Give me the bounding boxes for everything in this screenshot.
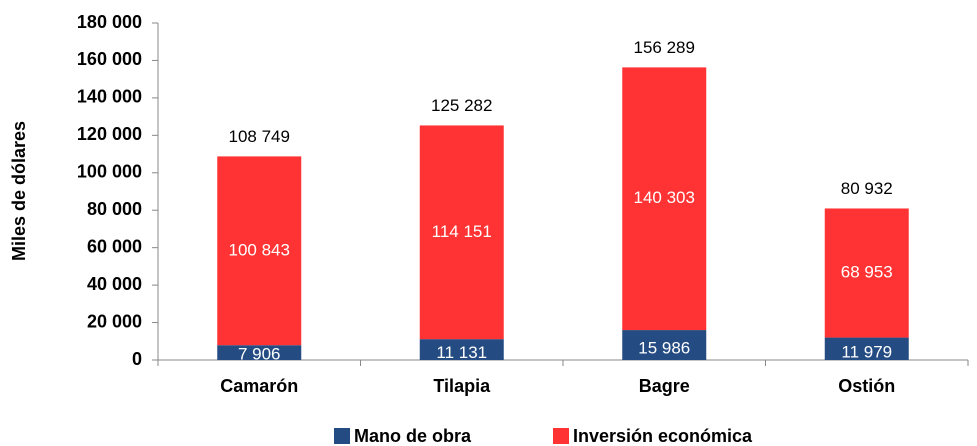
y-tick-label: 120 000 (77, 124, 142, 144)
value-label: 140 303 (634, 188, 695, 207)
bar-segment (824, 208, 909, 338)
x-tick-label: Tilapia (433, 376, 491, 396)
legend-swatch (553, 428, 569, 444)
value-label: 68 953 (841, 263, 893, 282)
y-tick-label: 40 000 (87, 274, 142, 294)
bar-segment (419, 339, 504, 360)
value-label: 7 906 (238, 344, 281, 363)
y-tick-label: 160 000 (77, 49, 142, 69)
bar-segment (824, 337, 909, 360)
bar-segment (622, 330, 707, 360)
y-axis-title: Miles de dólares (9, 121, 29, 261)
value-label: 114 151 (432, 222, 492, 241)
legend-label: Inversión económica (573, 426, 753, 446)
x-tick-label: Bagre (639, 376, 690, 396)
y-tick-label: 180 000 (77, 12, 142, 32)
legend-label: Mano de obra (354, 426, 472, 446)
value-label: 11 131 (436, 343, 487, 362)
y-tick-label: 20 000 (87, 311, 142, 331)
value-label: 11 979 (841, 342, 892, 361)
y-tick-label: 100 000 (77, 162, 142, 182)
y-tick-label: 60 000 (87, 236, 142, 256)
total-label: 108 749 (229, 127, 290, 146)
value-label: 100 843 (229, 240, 290, 259)
total-label: 125 282 (431, 96, 492, 115)
total-label: 156 289 (634, 38, 695, 57)
y-tick-label: 140 000 (77, 87, 142, 107)
bar-segment (419, 125, 504, 340)
bar-segment (622, 67, 707, 331)
y-tick-label: 80 000 (87, 199, 142, 219)
x-tick-label: Camarón (220, 376, 298, 396)
x-tick-label: Ostión (838, 376, 895, 396)
total-label: 80 932 (841, 179, 893, 198)
y-tick-label: 0 (132, 349, 142, 369)
bar-segment (217, 345, 302, 360)
value-label: 15 986 (638, 339, 690, 358)
legend-swatch (334, 428, 350, 444)
bar-segment (217, 156, 302, 346)
